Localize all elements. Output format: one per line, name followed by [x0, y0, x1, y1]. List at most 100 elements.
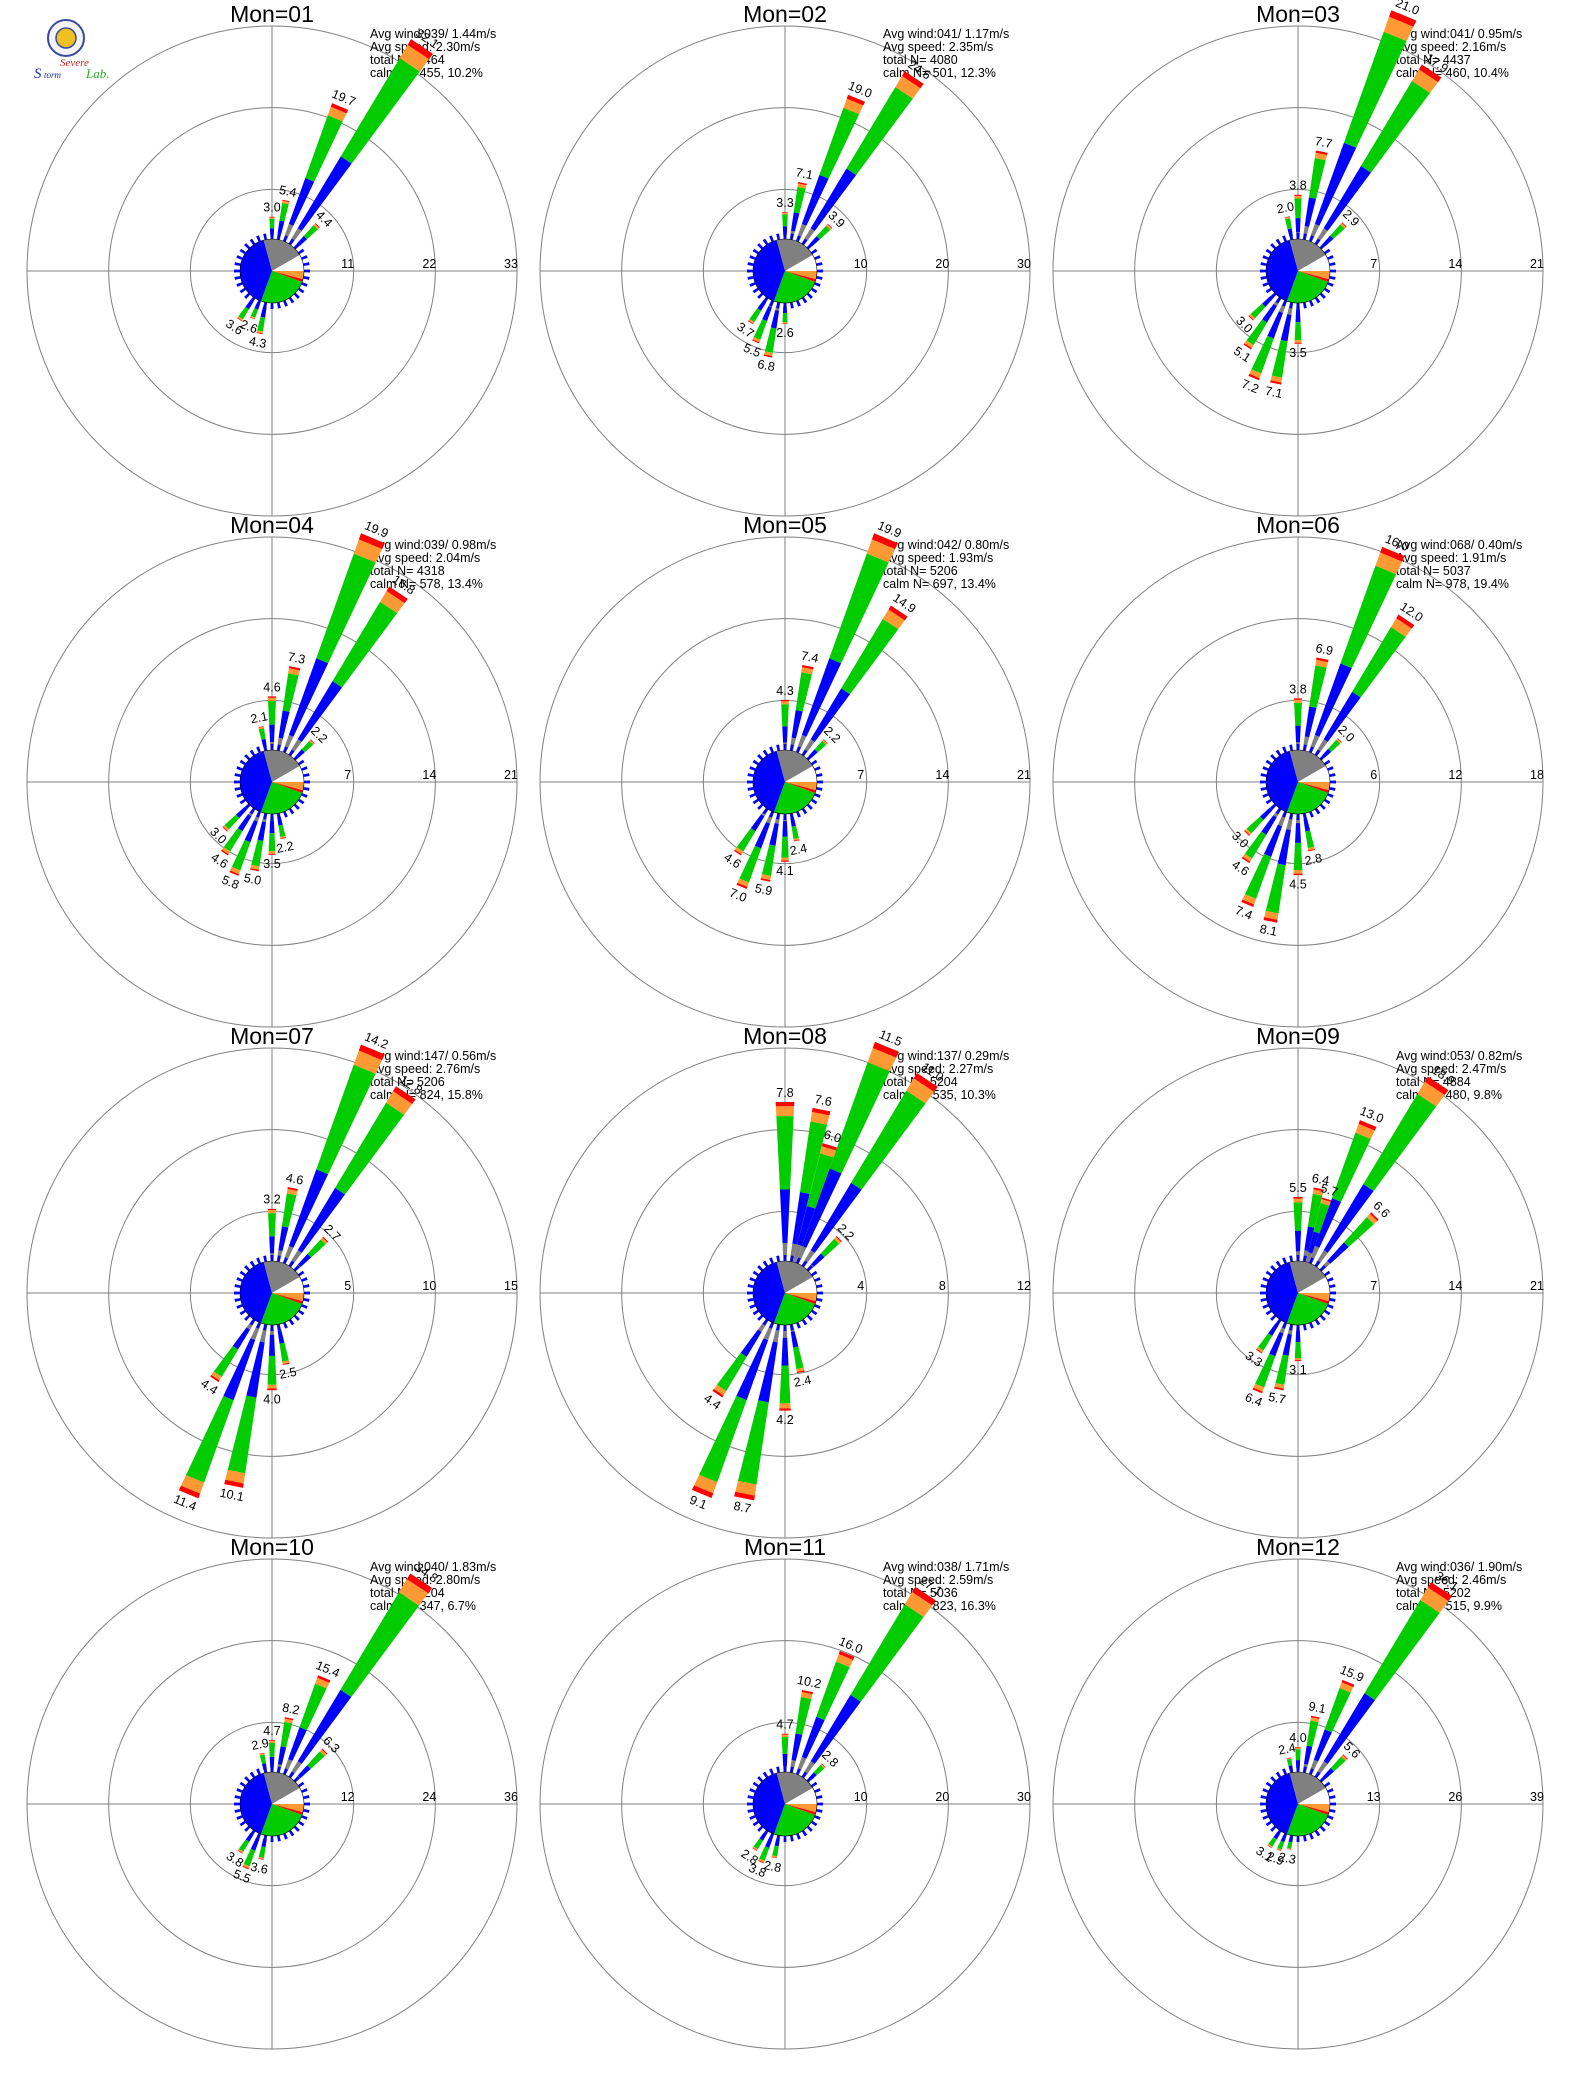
ring-label-1: 7	[344, 768, 351, 782]
bar-segment-4	[1321, 1197, 1332, 1202]
bar-segment-2	[1268, 1837, 1277, 1847]
bar-segment-3	[797, 183, 807, 189]
bar-segment-2	[841, 618, 899, 695]
core-slice-3	[272, 766, 304, 782]
minor-bar	[244, 1265, 251, 1272]
logo-word-storm-rest: torm	[44, 70, 62, 80]
bar-segment-1	[269, 820, 275, 834]
bar-segment-4	[781, 1733, 789, 1735]
ring-label-1: 12	[341, 1790, 355, 1804]
stat-avg-wind: Avg wind:039/ 0.98m/s	[370, 538, 496, 552]
minor-bar	[277, 1835, 281, 1842]
minor-bar	[783, 1766, 787, 1773]
bar-segment-3	[1339, 1682, 1354, 1693]
minor-bar	[747, 1802, 754, 1806]
minor-bar	[1296, 302, 1300, 309]
bar-label: 7.3	[287, 650, 307, 667]
core-slice-6	[774, 271, 816, 303]
minor-bar	[1314, 1829, 1321, 1837]
bar-segment-2	[258, 1846, 266, 1858]
bar-segment-4	[282, 1362, 290, 1366]
core-slice-4	[272, 271, 304, 280]
bar-segment-1	[1295, 725, 1301, 743]
bar-segment-3	[781, 701, 789, 705]
rose-bar-2	[801, 71, 924, 246]
bar-segment-4	[747, 320, 754, 325]
minor-bar	[1262, 793, 1269, 798]
minor-bar	[762, 296, 769, 304]
minor-bar	[1296, 744, 1300, 751]
minor-bar	[277, 813, 281, 820]
bar-segment-4	[1248, 373, 1260, 381]
minor-bar	[762, 807, 769, 815]
minor-bar	[769, 1768, 774, 1775]
stat-total-n: total N= 4318	[370, 564, 445, 578]
bar-segment-4	[1243, 343, 1252, 350]
core-slice-5	[785, 782, 816, 793]
bar-segment-4	[1267, 1844, 1272, 1849]
bar-segment-2	[280, 1721, 293, 1748]
bar-segment-4	[779, 1408, 791, 1411]
rose-bar-9	[267, 1324, 277, 1391]
minor-bar	[1319, 803, 1326, 810]
minor-bar	[806, 1776, 813, 1783]
bar-segment-1	[781, 1337, 789, 1366]
bar-segment-2	[764, 327, 777, 353]
core-outline	[752, 1260, 818, 1326]
minor-bar	[277, 302, 281, 309]
minor-bar	[1275, 1829, 1282, 1837]
bar-segment-4	[1295, 1746, 1301, 1748]
bar-segment-2	[793, 1346, 804, 1370]
bar-segment-1	[297, 681, 343, 742]
bar-segment-3	[230, 866, 241, 875]
bar-segment-1	[296, 235, 308, 247]
minor-bar	[749, 1815, 756, 1820]
bar-segment-3	[694, 1474, 718, 1494]
bar-segment-2	[1257, 1333, 1273, 1351]
bar-segment-4	[250, 316, 255, 320]
minor-bar	[1260, 1795, 1267, 1799]
bar-label: 4.2	[776, 1413, 793, 1427]
bar-segment-1	[297, 1689, 352, 1764]
bar-segment-3	[221, 847, 231, 855]
core-slice-6	[774, 782, 816, 815]
bar-segment-4	[282, 199, 290, 203]
minor-bar	[1327, 1788, 1334, 1793]
bar-segment-4	[259, 1752, 265, 1755]
bar-segment-4	[1276, 1848, 1282, 1852]
bar-segment-3	[280, 835, 286, 839]
minor-bar	[234, 1795, 241, 1799]
bar-segment-1	[246, 1341, 265, 1398]
minor-bar	[1319, 292, 1326, 299]
bar-segment-1	[1259, 807, 1273, 821]
bar-label: 5.5	[231, 1867, 252, 1887]
bar-segment-1	[297, 1187, 346, 1253]
minor-bar	[303, 1809, 310, 1813]
bar-segment-3	[895, 75, 921, 99]
minor-bar	[1296, 1255, 1300, 1262]
minor-bar	[747, 1298, 754, 1302]
bar-segment-3	[764, 351, 773, 357]
bar-segment-1	[1314, 142, 1357, 226]
minor-bar	[1303, 813, 1307, 820]
bar-segment-4	[872, 1041, 900, 1058]
rose-bar-4	[1294, 194, 1302, 240]
core-outline	[1265, 1260, 1331, 1326]
bar-label: 8.1	[1259, 922, 1279, 939]
minor-bar	[1275, 749, 1282, 757]
minor-bar	[806, 292, 813, 299]
bar-segment-2	[332, 601, 398, 688]
bar-segment-1	[770, 310, 780, 329]
ring-label-3: 18	[1530, 768, 1544, 782]
bar-segment-2	[753, 1838, 763, 1850]
bar-segment-2	[716, 1352, 747, 1391]
core-slice-3	[1298, 1788, 1330, 1804]
minor-bar	[1262, 1788, 1269, 1793]
bar-segment-1	[297, 156, 352, 231]
bar-segment-1	[1323, 165, 1371, 231]
bar-segment-1	[1263, 824, 1283, 857]
bar-segment-3	[259, 1753, 265, 1756]
rose-bar-5	[1305, 1197, 1332, 1263]
